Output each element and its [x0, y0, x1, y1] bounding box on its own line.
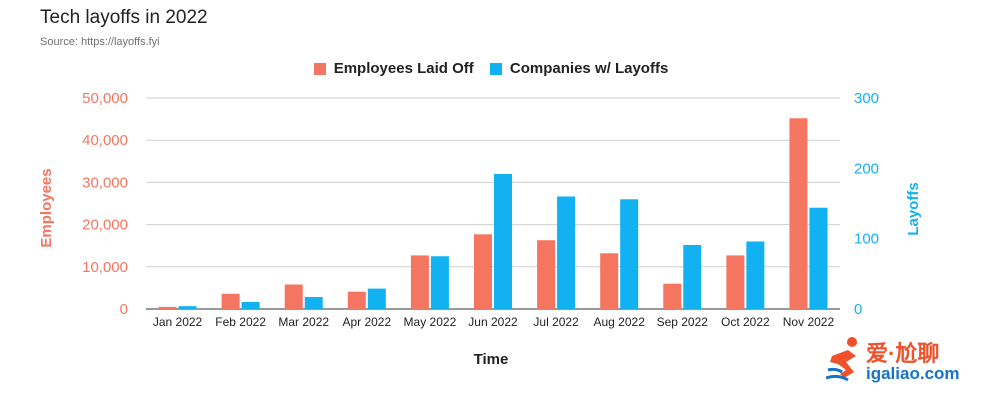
bar-employees	[284, 284, 303, 309]
legend-label-companies: Companies w/ Layoffs	[509, 60, 669, 77]
bar-employees	[410, 255, 429, 309]
watermark-text-top: 爱·尬聊	[866, 341, 940, 366]
x-tick-label: May 2022	[404, 315, 457, 329]
y-tick-label: 40,000	[82, 132, 128, 149]
y-tick-label: 20,000	[82, 217, 128, 234]
bar-companies	[178, 306, 197, 309]
x-axis-title: Time	[474, 351, 509, 368]
bar-companies	[557, 196, 576, 309]
bar-employees	[789, 118, 808, 309]
bar-employees	[726, 255, 745, 309]
bar-employees	[158, 306, 177, 309]
x-tick-label: Jun 2022	[468, 315, 518, 329]
x-tick-label: Jul 2022	[533, 315, 579, 329]
y2-tick-label: 0	[854, 301, 862, 318]
legend-item-employees[interactable]: Employees Laid Off	[313, 60, 474, 77]
y-tick-label: 10,000	[82, 259, 128, 276]
x-tick-label: Nov 2022	[783, 315, 835, 329]
y2-tick-label: 100	[854, 231, 879, 248]
bar-employees	[221, 293, 240, 309]
bar-companies	[367, 288, 386, 309]
x-tick-label: Mar 2022	[278, 315, 329, 329]
bar-companies	[494, 173, 512, 309]
bar-companies	[304, 297, 323, 309]
legend-swatch-companies	[489, 62, 502, 75]
legend-item-companies[interactable]: Companies w/ Layoffs	[489, 60, 669, 77]
watermark-logo: 爱·尬聊 igaliao.com	[825, 334, 976, 394]
bar-employees	[537, 240, 556, 309]
y-tick-label: 50,000	[82, 90, 128, 107]
bar-companies	[620, 199, 639, 309]
runner-logo-icon	[825, 337, 857, 382]
x-tick-label: Apr 2022	[342, 315, 391, 329]
bar-employees	[347, 291, 366, 309]
watermark-text-bottom: igaliao.com	[866, 364, 960, 383]
bar-companies	[746, 241, 765, 309]
bar-companies	[430, 256, 449, 309]
bar-companies	[241, 301, 260, 309]
bar-companies	[683, 244, 702, 309]
bar-employees	[663, 283, 682, 309]
bar-companies	[809, 207, 828, 309]
chart-subtitle: Source: https://layoffs.fyi	[40, 36, 160, 48]
chart-legend: Employees Laid Off Companies w/ Layoffs	[0, 60, 982, 79]
x-tick-label: Aug 2022	[593, 315, 645, 329]
bar-employees	[474, 234, 492, 309]
chart-title: Tech layoffs in 2022	[40, 7, 208, 28]
x-tick-label: Jan 2022	[153, 315, 203, 329]
x-tick-label: Feb 2022	[215, 315, 266, 329]
y2-axis-title: Layoffs	[905, 182, 922, 235]
y-tick-label: 0	[120, 301, 128, 318]
y-axis-title: Employees	[38, 168, 55, 247]
y-tick-label: 30,000	[82, 174, 128, 191]
y2-tick-label: 200	[854, 160, 879, 177]
legend-label-employees: Employees Laid Off	[333, 60, 474, 77]
y2-tick-label: 300	[854, 90, 879, 107]
legend-swatch-employees	[313, 62, 326, 75]
bar-employees	[600, 253, 619, 309]
x-tick-label: Oct 2022	[721, 315, 770, 329]
x-tick-label: Sep 2022	[657, 315, 709, 329]
